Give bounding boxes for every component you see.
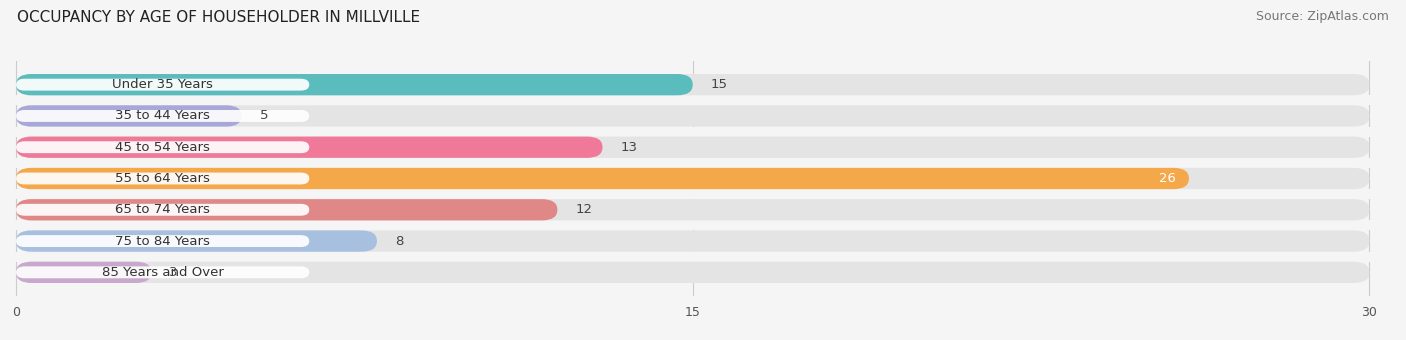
FancyBboxPatch shape <box>15 105 242 126</box>
FancyBboxPatch shape <box>15 262 1369 283</box>
FancyBboxPatch shape <box>15 173 309 184</box>
FancyBboxPatch shape <box>15 267 309 278</box>
Text: 26: 26 <box>1159 172 1175 185</box>
FancyBboxPatch shape <box>15 79 309 90</box>
Text: 5: 5 <box>260 109 269 122</box>
FancyBboxPatch shape <box>15 74 693 95</box>
Text: 12: 12 <box>575 203 592 216</box>
Text: OCCUPANCY BY AGE OF HOUSEHOLDER IN MILLVILLE: OCCUPANCY BY AGE OF HOUSEHOLDER IN MILLV… <box>17 10 420 25</box>
Text: 55 to 64 Years: 55 to 64 Years <box>115 172 209 185</box>
Text: 3: 3 <box>170 266 179 279</box>
Text: 35 to 44 Years: 35 to 44 Years <box>115 109 209 122</box>
FancyBboxPatch shape <box>15 199 557 220</box>
Text: 65 to 74 Years: 65 to 74 Years <box>115 203 209 216</box>
FancyBboxPatch shape <box>15 110 309 122</box>
Text: 8: 8 <box>395 235 404 248</box>
FancyBboxPatch shape <box>15 231 1369 252</box>
Text: Under 35 Years: Under 35 Years <box>112 78 214 91</box>
FancyBboxPatch shape <box>15 199 1369 220</box>
Text: 75 to 84 Years: 75 to 84 Years <box>115 235 209 248</box>
FancyBboxPatch shape <box>15 168 1369 189</box>
FancyBboxPatch shape <box>15 231 377 252</box>
FancyBboxPatch shape <box>15 235 309 247</box>
FancyBboxPatch shape <box>15 141 309 153</box>
FancyBboxPatch shape <box>15 168 1189 189</box>
Text: 15: 15 <box>711 78 728 91</box>
Text: 13: 13 <box>620 141 637 154</box>
Text: Source: ZipAtlas.com: Source: ZipAtlas.com <box>1256 10 1389 23</box>
FancyBboxPatch shape <box>15 262 152 283</box>
FancyBboxPatch shape <box>15 105 1369 126</box>
FancyBboxPatch shape <box>15 204 309 216</box>
FancyBboxPatch shape <box>15 137 1369 158</box>
FancyBboxPatch shape <box>15 137 603 158</box>
Text: 45 to 54 Years: 45 to 54 Years <box>115 141 209 154</box>
FancyBboxPatch shape <box>15 74 1369 95</box>
Text: 85 Years and Over: 85 Years and Over <box>101 266 224 279</box>
